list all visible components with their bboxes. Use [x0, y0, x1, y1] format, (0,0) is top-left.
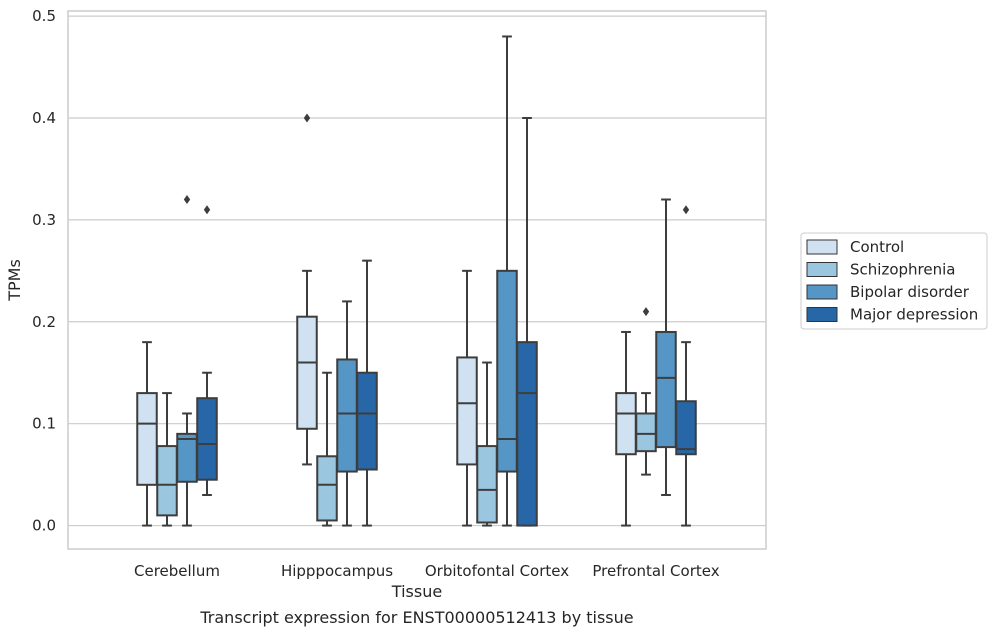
box-major-depression — [516, 116, 538, 527]
box-bipolar-disorder — [655, 198, 677, 496]
box-iqr — [615, 392, 637, 456]
box-iqr — [456, 356, 478, 466]
box-control — [136, 341, 158, 527]
box-major-depression — [356, 259, 378, 527]
x-tick-labels: Cerebellum Hipppocampus Orbitofontal Corte… — [134, 562, 720, 580]
legend-swatch — [806, 262, 838, 277]
y-tick-labels: 0.0 0.1 0.2 0.3 0.4 0.5 — [32, 7, 56, 534]
y-tick-label: 0.5 — [32, 7, 56, 25]
legend-label: Bipolar disorder — [850, 283, 970, 301]
chart-caption: Transcript expression for ENST0000051241… — [199, 608, 633, 627]
x-tick-label: Prefrontal Cortex — [592, 562, 719, 580]
legend-frame — [800, 232, 988, 330]
legend-label: Control — [850, 238, 904, 256]
box-major-depression — [196, 205, 218, 496]
box-iqr — [635, 412, 657, 453]
x-tick-label: Orbitofontal Cortex — [425, 562, 569, 580]
outlier-point — [303, 113, 311, 123]
box-schizophrenia — [156, 392, 178, 527]
box-schizophrenia — [635, 307, 657, 476]
plot-area-frame — [67, 10, 767, 550]
legend-label: Schizophrenia — [850, 261, 955, 279]
outlier-point — [183, 195, 191, 205]
legend-swatch — [806, 239, 838, 255]
box-major-depression — [675, 205, 697, 527]
box-schizophrenia — [476, 361, 498, 527]
box-bipolar-disorder — [176, 195, 198, 527]
box-iqr — [176, 432, 198, 483]
box-control — [456, 269, 478, 527]
box-bipolar-disorder — [336, 300, 358, 527]
box-iqr — [516, 341, 538, 527]
legend-swatch — [806, 307, 838, 322]
outlier-point — [203, 205, 211, 215]
box-iqr — [196, 397, 218, 481]
box-control — [296, 113, 318, 466]
box-bipolar-disorder — [496, 35, 518, 527]
box-iqr — [316, 455, 338, 522]
box-iqr — [675, 400, 697, 456]
x-tick-label: Hipppocampus — [281, 562, 393, 580]
box-iqr — [136, 392, 158, 486]
x-axis-label: Tissue — [391, 582, 442, 601]
y-tick-label: 0.2 — [32, 313, 56, 331]
x-tick-label: Cerebellum — [134, 562, 220, 580]
box-schizophrenia — [316, 371, 338, 527]
legend-swatch — [806, 284, 838, 300]
box-iqr — [296, 315, 318, 430]
box-layer — [136, 35, 697, 527]
box-iqr — [655, 330, 677, 449]
box-control — [615, 330, 637, 527]
box-iqr — [336, 358, 358, 473]
box-iqr — [156, 445, 178, 517]
y-tick-label: 0.0 — [32, 517, 56, 535]
y-axis-label: TPMs — [5, 259, 24, 302]
outlier-point — [642, 307, 650, 317]
legend-label: Major depression — [850, 306, 978, 324]
y-tick-label: 0.3 — [32, 211, 56, 229]
box-iqr — [356, 371, 378, 471]
box-iqr — [496, 269, 518, 473]
y-tick-label: 0.1 — [32, 415, 56, 433]
y-tick-label: 0.4 — [32, 109, 56, 127]
legend: Control Schizophrenia Bipolar disorder Majo… — [800, 232, 988, 330]
grid-layer — [68, 15, 766, 527]
outlier-point — [682, 205, 690, 215]
box-iqr — [476, 445, 498, 524]
